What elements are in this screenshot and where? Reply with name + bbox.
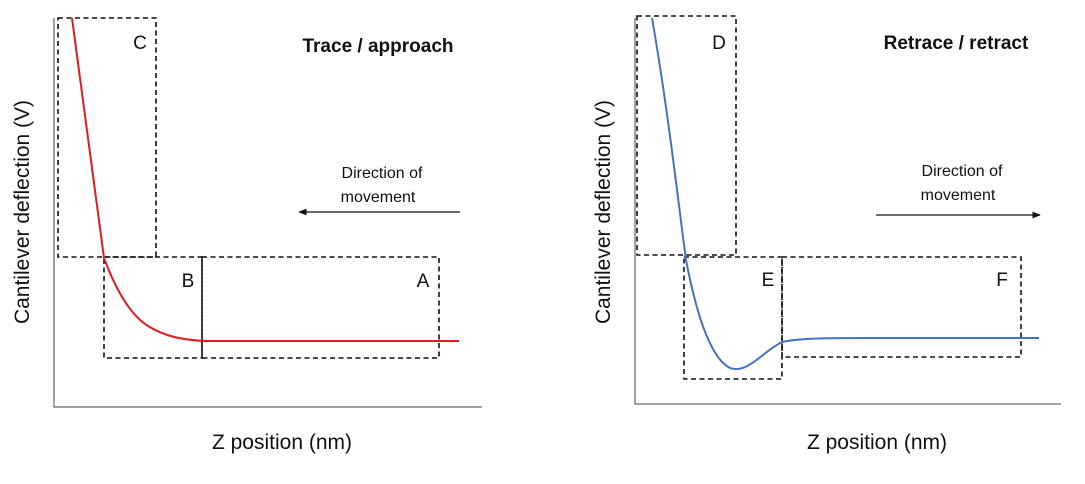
left-x-axis-label: Z position (nm) xyxy=(212,431,352,454)
right-panel-title: Retrace / retract xyxy=(884,33,1029,54)
right-direction-label-line2: movement xyxy=(921,187,996,204)
region-b-label: B xyxy=(182,271,195,292)
region-f-box xyxy=(781,256,1022,358)
region-a-label: A xyxy=(417,271,430,292)
right-x-axis-label: Z position (nm) xyxy=(807,431,947,454)
region-e-box xyxy=(683,256,783,380)
region-d-box xyxy=(636,15,737,256)
region-e-label: E xyxy=(762,270,775,291)
region-c-label: C xyxy=(133,33,147,54)
panel-trace-approach: Cantilever deflection (V) Z position (nm… xyxy=(11,17,482,454)
panel-retrace-retract: Cantilever deflection (V) Z position (nm… xyxy=(592,15,1061,454)
left-y-axis-label: Cantilever deflection (V) xyxy=(11,100,34,324)
left-direction-label-line1: Direction of xyxy=(342,165,423,182)
right-y-axis-label: Cantilever deflection (V) xyxy=(592,100,615,324)
region-d-label: D xyxy=(712,33,726,54)
retract-curve xyxy=(651,17,1039,371)
left-direction-label-line2: movement xyxy=(341,189,416,206)
left-panel-title: Trace / approach xyxy=(302,36,453,57)
right-direction-label-line1: Direction of xyxy=(922,163,1003,180)
right-axes xyxy=(634,18,1061,405)
region-a-box xyxy=(201,256,440,359)
left-axes xyxy=(53,18,482,408)
approach-curve xyxy=(71,17,459,342)
region-f-label: F xyxy=(996,270,1008,291)
